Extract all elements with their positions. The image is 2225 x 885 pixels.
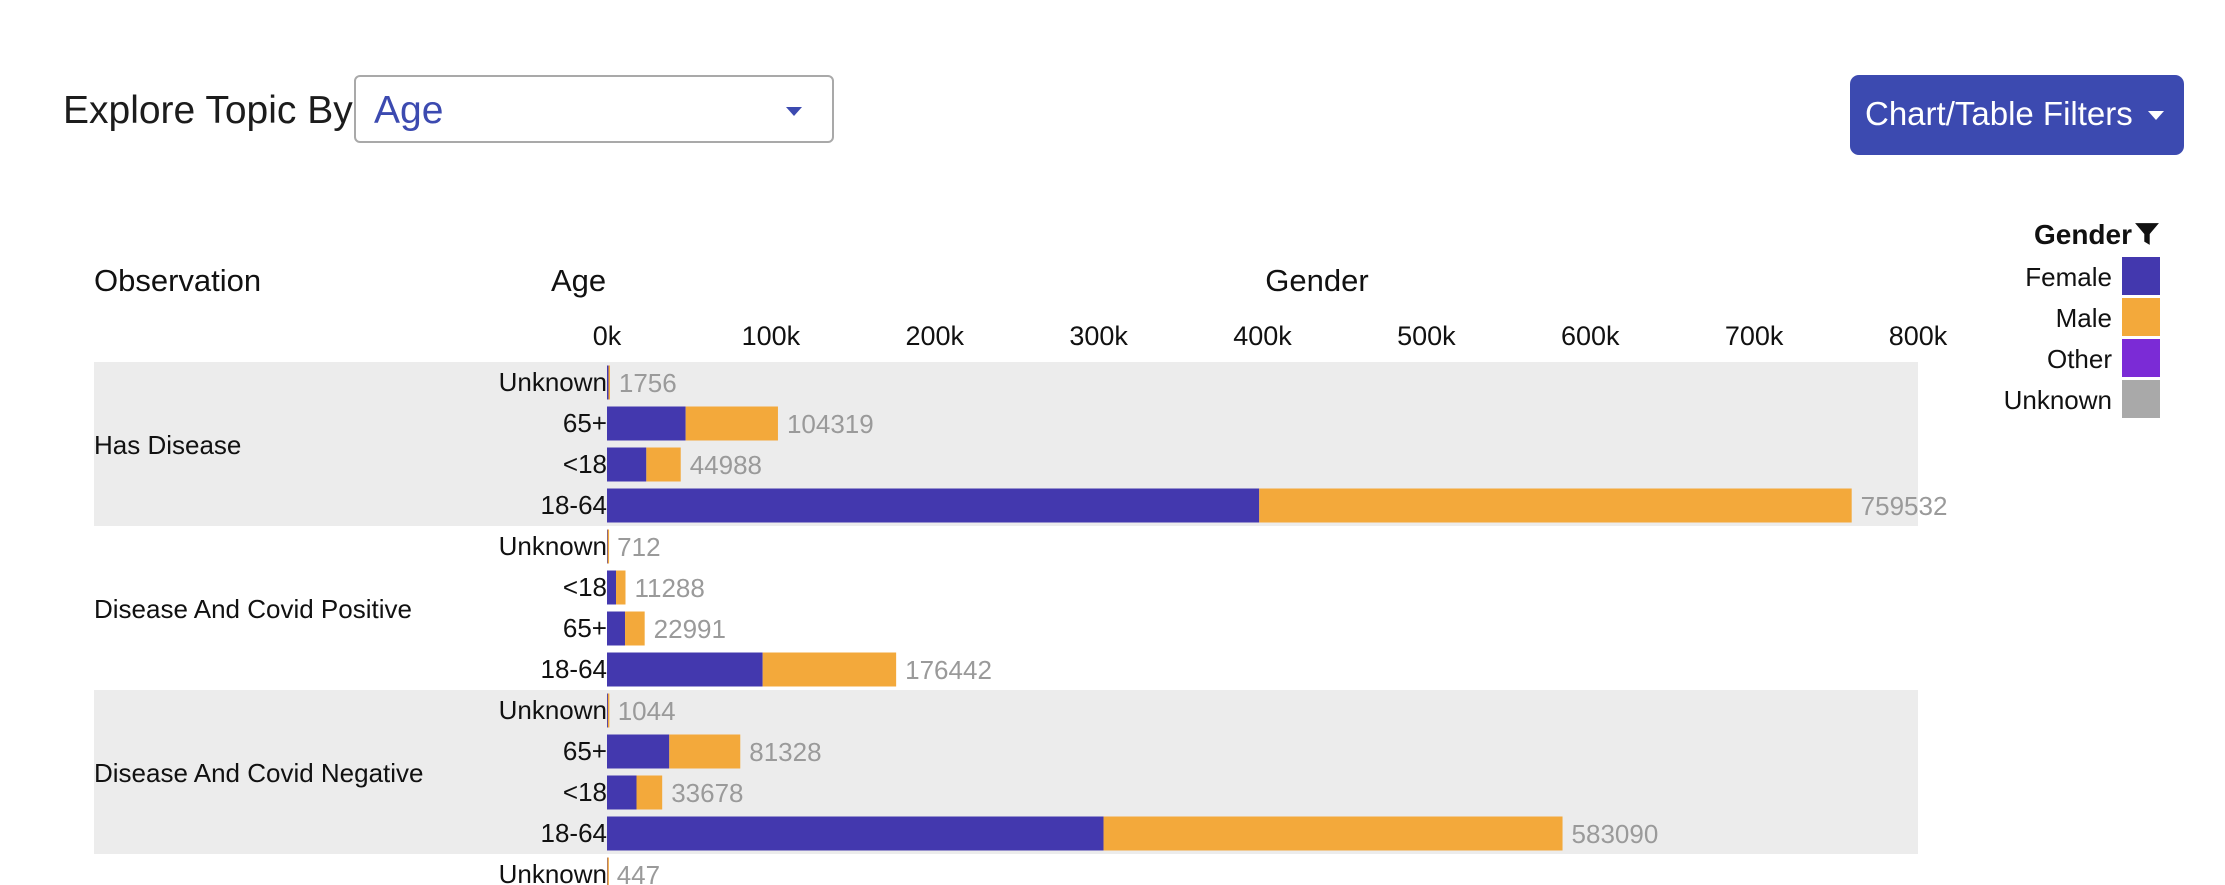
total-value-label: 759532 <box>1861 491 1948 521</box>
total-value-label: 22991 <box>654 614 726 644</box>
x-tick-label: 700k <box>1725 321 1784 351</box>
legend-label: Female <box>2025 262 2112 292</box>
total-value-label: 1756 <box>619 368 677 398</box>
bar-female <box>607 652 763 687</box>
total-value-label: 81328 <box>749 737 821 767</box>
observation-label: Has Disease <box>94 430 241 460</box>
age-label: <18 <box>563 777 607 807</box>
bar-male <box>625 611 645 646</box>
bar-male <box>669 734 741 769</box>
bar-female <box>607 693 609 728</box>
explore-topic-label: Explore Topic By <box>63 89 353 132</box>
age-label: 65+ <box>563 613 607 643</box>
x-tick-label: 400k <box>1233 321 1292 351</box>
x-tick-label: 300k <box>1069 321 1128 351</box>
age-label: 18-64 <box>541 818 608 848</box>
bar-female <box>607 734 670 769</box>
x-tick-label: 200k <box>905 321 964 351</box>
bar-male <box>608 365 610 400</box>
bar-female <box>607 570 617 605</box>
chevron-down-icon <box>786 107 802 116</box>
total-value-label: 447 <box>617 860 660 885</box>
age-label: Unknown <box>499 859 607 885</box>
legend-label: Other <box>2046 344 2112 374</box>
age-label: Unknown <box>499 695 607 725</box>
gender-header: Gender <box>1265 263 1368 298</box>
chart-table-filters-button[interactable]: Chart/Table Filters <box>1850 75 2184 155</box>
filters-button-label: Chart/Table Filters <box>1865 95 2133 132</box>
filter-icon[interactable] <box>2134 221 2160 247</box>
legend-swatch <box>2122 298 2160 336</box>
x-tick-label: 100k <box>742 321 801 351</box>
total-value-label: 712 <box>617 532 660 562</box>
age-label: Unknown <box>499 367 607 397</box>
total-value-label: 1044 <box>618 696 676 726</box>
bar-male <box>762 652 897 687</box>
legend-title: Gender <box>2033 219 2132 250</box>
age-label: 18-64 <box>541 490 608 520</box>
total-value-label: 104319 <box>787 409 874 439</box>
bar-male <box>607 529 610 564</box>
x-tick-label: 600k <box>1561 321 1620 351</box>
legend-item-female[interactable]: Female <box>1980 257 2160 295</box>
age-label: 65+ <box>563 736 607 766</box>
bar-female <box>607 406 686 441</box>
age-label: 18-64 <box>541 654 608 684</box>
legend-item-other[interactable]: Other <box>1980 339 2160 377</box>
age-header: Age <box>551 263 606 298</box>
observation-label: Disease And Covid Negative <box>94 758 424 788</box>
age-label: 65+ <box>563 408 607 438</box>
legend-swatch <box>2122 257 2160 295</box>
topic-select[interactable]: Age <box>354 75 834 143</box>
age-label: <18 <box>563 449 607 479</box>
legend-item-male[interactable]: Male <box>1980 298 2160 336</box>
bar-male <box>646 447 681 482</box>
total-value-label: 176442 <box>905 655 992 685</box>
total-value-label: 44988 <box>690 450 762 480</box>
total-value-label: 583090 <box>1572 819 1659 849</box>
topic-select-value: Age <box>374 89 444 132</box>
total-value-label: 11288 <box>634 573 704 603</box>
bar-female <box>607 447 647 482</box>
legend-item-unknown[interactable]: Unknown <box>1980 380 2160 418</box>
age-label: Unknown <box>499 531 607 561</box>
bar-female <box>607 488 1260 523</box>
bar-male <box>616 570 626 605</box>
bar-male <box>685 406 778 441</box>
bar-female <box>607 816 1104 851</box>
total-value-label: 33678 <box>671 778 743 808</box>
bar-male <box>607 857 609 885</box>
x-tick-label: 0k <box>593 321 622 351</box>
bar-male <box>1103 816 1563 851</box>
observation-header: Observation <box>94 263 261 298</box>
x-tick-label: 800k <box>1889 321 1948 351</box>
bar-female <box>607 365 609 400</box>
x-tick-label: 500k <box>1397 321 1456 351</box>
bar-male <box>607 693 610 728</box>
bar-female <box>607 611 626 646</box>
age-label: <18 <box>563 572 607 602</box>
caret-down-icon <box>2148 111 2164 120</box>
bar-male <box>636 775 663 810</box>
observation-label: Disease And Covid Positive <box>94 594 412 624</box>
legend-label: Male <box>2055 303 2112 333</box>
legend-swatch <box>2122 339 2160 377</box>
bar-male <box>1259 488 1852 523</box>
legend-label: Unknown <box>2003 385 2112 415</box>
bar-female <box>607 775 637 810</box>
legend-swatch <box>2122 380 2160 418</box>
